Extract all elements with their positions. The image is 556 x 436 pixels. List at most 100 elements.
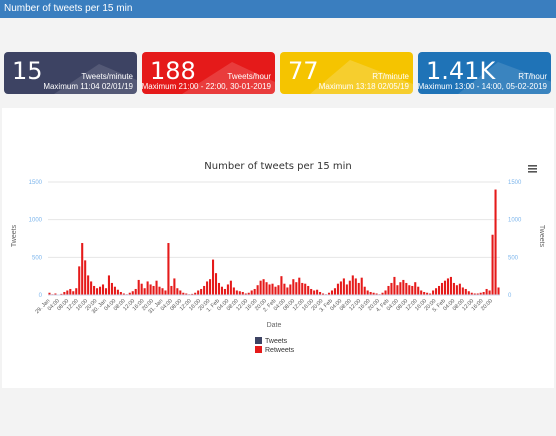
retweets-bar	[292, 279, 295, 295]
retweets-bar	[363, 286, 366, 295]
retweets-bar	[69, 288, 72, 295]
retweets-bar	[194, 292, 197, 295]
retweets-bar	[286, 287, 289, 295]
retweets-bar	[336, 283, 339, 295]
retweets-bar	[467, 291, 470, 295]
card-decoration	[458, 62, 551, 94]
retweets-bar	[494, 189, 497, 295]
retweets-bar	[435, 288, 438, 295]
retweets-bar	[137, 279, 140, 295]
retweets-bar	[411, 285, 414, 295]
retweets-bar	[390, 282, 393, 295]
retweets-bar	[131, 291, 134, 295]
retweets-bar	[423, 291, 426, 295]
retweets-bar	[426, 292, 429, 295]
retweets-bar	[93, 285, 96, 295]
retweets-bar	[452, 282, 455, 295]
retweets-bar	[241, 291, 244, 295]
retweets-bar	[432, 290, 435, 295]
retweets-bar	[72, 291, 75, 295]
retweets-bar	[209, 279, 212, 295]
y-axis-right: 0 500 1000 1500	[508, 180, 522, 299]
retweets-bar	[122, 293, 125, 295]
retweets-bar	[354, 278, 357, 295]
retweets-bar	[488, 290, 491, 295]
retweets-bar	[339, 281, 342, 295]
retweets-bar	[348, 280, 351, 295]
y-tick-label: 0	[39, 293, 43, 299]
retweets-bar	[268, 284, 271, 295]
retweets-bar	[497, 287, 500, 295]
retweets-bar	[461, 287, 464, 295]
retweets-bar	[128, 292, 131, 295]
retweets-bar	[372, 292, 375, 295]
retweets-bar	[155, 280, 158, 295]
retweets-bar	[274, 286, 277, 295]
retweets-bar	[455, 285, 458, 295]
retweets-bar	[307, 285, 310, 295]
stat-maximum: Maximum 13:18 02/05/19	[318, 82, 409, 91]
retweets-bar	[179, 290, 182, 295]
retweets-bar	[429, 293, 432, 295]
retweets-bar	[78, 266, 81, 295]
stats-cards: 15 Tweets/minute Maximum 11:04 02/01/19 …	[4, 52, 552, 94]
card-decoration	[310, 60, 413, 94]
retweets-bar	[438, 285, 441, 295]
retweets-bar	[149, 284, 152, 295]
chart-gridlines	[48, 181, 500, 258]
retweets-bar	[417, 286, 420, 295]
y-tick-label: 1000	[29, 218, 43, 224]
retweets-bar	[152, 285, 155, 295]
retweets-bar	[176, 288, 179, 295]
retweets-bar	[345, 284, 348, 295]
retweets-bar	[301, 282, 304, 295]
retweets-bar	[84, 260, 87, 295]
retweets-bar	[262, 279, 265, 295]
retweets-bar	[110, 282, 113, 295]
stat-card-tweets-per-hour: 188 Tweets/hour Maximum 21:00 - 22:00, 3…	[142, 52, 275, 94]
retweets-bar	[458, 283, 461, 295]
retweets-bar	[60, 293, 63, 295]
stat-card-rt-per-minute: 77 RT/minute Maximum 13:18 02/05/19	[280, 52, 413, 94]
legend-item-tweets[interactable]: Tweets	[255, 337, 288, 345]
card-decoration	[54, 64, 137, 94]
legend-item-retweets[interactable]: Retweets	[255, 346, 295, 354]
legend-swatch-tweets	[255, 337, 262, 344]
retweets-bar	[280, 276, 283, 295]
stat-unit: RT/hour	[518, 72, 547, 81]
y-axis-label-left: Tweets	[11, 224, 18, 247]
stat-value: 77	[288, 57, 319, 85]
retweets-bar	[48, 292, 51, 295]
retweets-bar	[464, 288, 467, 295]
retweets-bar	[161, 288, 164, 295]
retweets-bar	[191, 293, 194, 295]
retweets-bar	[375, 293, 378, 295]
retweets-bar	[158, 286, 161, 295]
retweets-bar	[259, 280, 262, 295]
retweets-bar	[470, 292, 473, 295]
retweets-bar	[405, 282, 408, 295]
chart-panel: Number of tweets per 15 min 0 500 1000 1500…	[2, 108, 554, 388]
stat-maximum: Maximum 11:04 02/01/19	[43, 82, 133, 91]
retweets-bar	[182, 292, 185, 295]
y-axis-label-right: Tweets	[538, 225, 545, 248]
retweets-bar	[226, 284, 229, 295]
retweets-bar	[229, 280, 232, 295]
retweets-bar	[283, 283, 286, 295]
retweets-bar	[99, 286, 102, 295]
retweets-bar	[304, 283, 307, 295]
retweets-bar	[393, 276, 396, 295]
retweets-bar	[351, 275, 354, 295]
retweets-bar	[310, 288, 313, 295]
retweets-bar	[214, 273, 218, 295]
retweets-bar	[289, 284, 292, 295]
chart-legend: Tweets Retweets	[255, 337, 295, 354]
stat-card-rt-per-hour: 1.41K RT/hour Maximum 13:00 - 14:00, 05-…	[418, 52, 551, 94]
retweets-bar	[265, 282, 268, 295]
retweets-bar	[369, 291, 372, 295]
y-tick-label: 0	[508, 293, 512, 299]
hamburger-menu-icon[interactable]	[526, 162, 539, 175]
chart-title: Number of tweets per 15 min	[204, 161, 351, 172]
retweets-bar	[203, 285, 206, 295]
